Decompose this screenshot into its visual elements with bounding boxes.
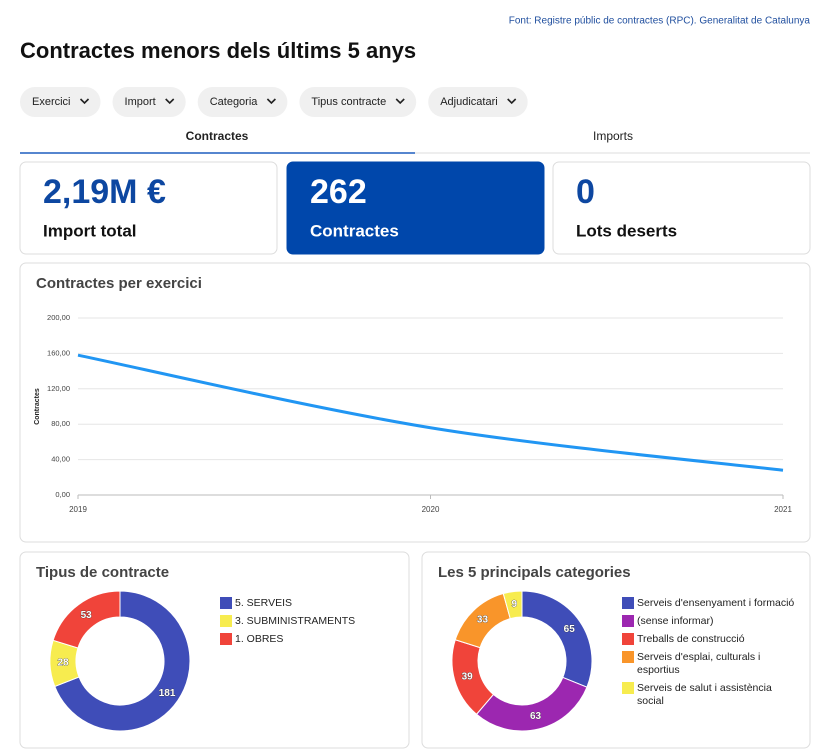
filter-label: Exercici (32, 96, 71, 108)
legend: Serveis d'ensenyament i formació (sense i… (622, 597, 800, 708)
y-tick-label: 120,00 (47, 384, 70, 393)
legend-swatch (622, 615, 634, 627)
filter-label: Adjudicatari (440, 96, 497, 108)
chart-card (19, 262, 811, 543)
kpi-value: 0 (576, 173, 595, 211)
kpi-card[interactable]: 0 Lots deserts (552, 161, 811, 255)
legend-item[interactable]: Serveis de salut i assistència social (622, 682, 800, 708)
legend-label: Serveis d'esplai, culturals i esportius (637, 651, 761, 676)
donut-segment[interactable] (54, 590, 191, 732)
legend-label: Serveis d'ensenyament i formació (637, 597, 795, 609)
x-tick-label: 2019 (69, 505, 87, 514)
legend-label: 5. SERVEIS (235, 597, 293, 609)
legend-label: (sense informar) (637, 615, 714, 627)
filter-background (112, 87, 186, 117)
legend-swatch (220, 633, 232, 645)
data-label: 53 (81, 610, 93, 621)
kpi-label: Import total (43, 221, 137, 240)
data-label: 181 (159, 688, 176, 699)
legend-item[interactable]: Treballs de construcció (622, 633, 800, 646)
y-tick-label: 160,00 (47, 348, 70, 357)
chevron-icon (266, 98, 276, 105)
legend-swatch (220, 615, 232, 627)
filter-background (299, 87, 417, 117)
legend-item[interactable]: 1. OBRES (220, 633, 399, 646)
y-tick-label: 200,00 (47, 313, 70, 322)
data-label: 28 (57, 658, 69, 669)
x-tick-label: 2020 (422, 505, 440, 514)
legend-swatch (220, 597, 232, 609)
data-label: 63 (530, 711, 542, 722)
chart-title: Tipus de contracte (36, 564, 169, 581)
data-label: 39 (462, 671, 474, 682)
filter-background (197, 87, 288, 117)
legend-swatch (622, 651, 634, 663)
tab-label[interactable]: Contractes (186, 129, 249, 143)
data-label: 33 (477, 615, 489, 626)
legend-item[interactable]: (sense informar) (622, 615, 800, 628)
kpi-card-background (19, 161, 278, 255)
page-title: Contractes menors dels últims 5 anys (20, 38, 416, 63)
kpi-label: Lots deserts (576, 221, 677, 240)
chevron-icon (165, 98, 175, 105)
y-tick-label: 40,00 (51, 455, 70, 464)
filter-background (428, 87, 528, 117)
filter-label: Categoria (210, 96, 259, 108)
filter-label: Tipus contracte (311, 96, 386, 108)
legend-swatch (622, 633, 634, 645)
kpi-card-background (552, 161, 811, 255)
donut-segment[interactable] (52, 590, 121, 649)
donut-segment[interactable] (502, 590, 523, 620)
legend-item[interactable]: 5. SERVEIS (220, 597, 399, 610)
kpi-card-background (286, 161, 545, 255)
y-tick-label: 0,00 (55, 490, 70, 499)
x-tick-label: 2021 (774, 505, 792, 514)
legend-swatch (622, 597, 634, 609)
legend-item[interactable]: Serveis d'ensenyament i formació (622, 597, 800, 610)
legend-label: Serveis de salut i assistència social (637, 682, 772, 707)
filter-pill[interactable]: Exercici (20, 87, 101, 117)
chart-title: Les 5 principals categories (438, 564, 631, 581)
kpi-label: Contractes (310, 221, 399, 240)
legend-item[interactable]: 3. SUBMINISTRAMENTS (220, 615, 399, 628)
line-series (77, 353, 784, 472)
legend-label: Treballs de construcció (637, 633, 745, 645)
legend-list: Serveis d'ensenyament i formació (sense i… (622, 597, 800, 708)
filter-background (20, 87, 101, 117)
source-note: Font: Registre públic de contractes (RPC… (509, 16, 811, 27)
legend-label: 1. OBRES (235, 633, 284, 645)
legend: 5. SERVEIS 3. SUBMINISTRAMENTS 1. OBRES (220, 597, 399, 646)
filter-label: Import (125, 96, 156, 108)
legend-list: 5. SERVEIS 3. SUBMINISTRAMENTS 1. OBRES (220, 597, 399, 646)
y-tick-label: 80,00 (51, 419, 70, 428)
filter-pill[interactable]: Tipus contracte (299, 87, 417, 117)
kpi-card[interactable]: 2,19M € Import total (19, 161, 278, 255)
y-axis-title: Contractes (34, 388, 41, 425)
legend-item[interactable]: Serveis d'esplai, culturals i esportius (622, 651, 800, 677)
chevron-icon (507, 98, 517, 105)
legend-swatch (622, 682, 634, 694)
legend-label: 3. SUBMINISTRAMENTS (235, 615, 356, 627)
chevron-icon (395, 98, 405, 105)
chevron-icon (79, 98, 90, 105)
kpi-value: 262 (310, 173, 367, 211)
data-label: 65 (564, 624, 576, 635)
chart-title: Contractes per exercici (36, 275, 202, 292)
tab-label[interactable]: Imports (593, 129, 633, 143)
filter-pill[interactable]: Import (112, 87, 186, 117)
filter-pill[interactable]: Adjudicatari (428, 87, 528, 117)
filter-pill[interactable]: Categoria (197, 87, 288, 117)
kpi-card[interactable]: 262 Contractes (286, 161, 545, 255)
kpi-value: 2,19M € (43, 173, 166, 211)
data-label: 9 (512, 599, 518, 610)
